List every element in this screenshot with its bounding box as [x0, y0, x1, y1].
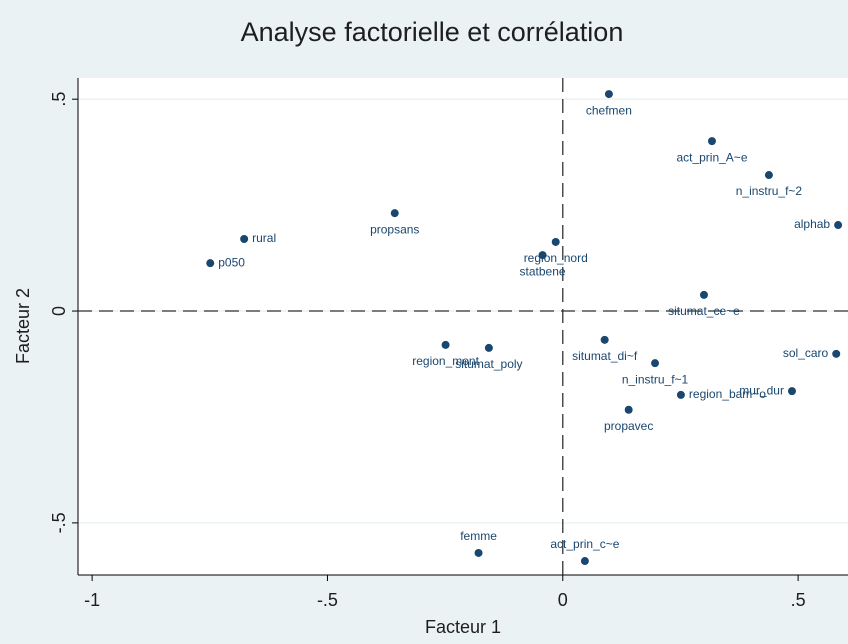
point-label: p050 [218, 255, 245, 269]
point-label: alphab [794, 217, 830, 231]
point [240, 235, 249, 244]
point-label: statbene [520, 264, 566, 278]
y-tick-label: .5 [49, 92, 69, 107]
point-label: propsans [370, 222, 419, 236]
point [764, 171, 773, 180]
point-label: rural [252, 231, 276, 245]
point-label: mur_dur [739, 383, 784, 397]
point [651, 359, 660, 368]
point [787, 387, 796, 396]
point-label: chefmen [586, 103, 632, 117]
point-label: situmat_poly [455, 357, 522, 371]
point [484, 343, 493, 352]
point [600, 335, 609, 344]
point [699, 290, 708, 299]
point-label: n_instru_f~2 [736, 184, 803, 198]
x-tick-label: -1 [84, 590, 100, 610]
point [474, 548, 483, 557]
point-label: n_instru_f~1 [622, 372, 689, 386]
point [206, 259, 215, 268]
point-label: situmat_di~f [572, 349, 638, 363]
point [676, 390, 685, 399]
y-tick-label: 0 [49, 306, 69, 316]
point-label: region_nord [524, 251, 588, 265]
x-axis-label: Facteur 1 [425, 617, 501, 637]
point [390, 209, 399, 218]
point [624, 405, 633, 414]
point [832, 349, 841, 358]
y-tick-label: -.5 [49, 512, 69, 533]
point-label: act_prin_c~e [550, 537, 619, 551]
point-label: act_prin_A~e [676, 150, 747, 164]
x-tick-label: 0 [558, 590, 568, 610]
point [834, 221, 843, 230]
point-label: region_mont [412, 354, 479, 368]
x-tick-label: -.5 [317, 590, 338, 610]
point [551, 237, 560, 246]
point-label: propavec [604, 419, 653, 433]
point [441, 340, 450, 349]
point-label: femme [460, 529, 497, 543]
point-label: situmat_ce~e [668, 304, 740, 318]
point [538, 251, 547, 260]
chart-title: Analyse factorielle et corrélation [241, 17, 624, 47]
point [707, 137, 716, 146]
point [580, 557, 589, 566]
point [604, 90, 613, 99]
y-axis-label: Facteur 2 [13, 288, 33, 364]
point-label: region_bam~o [689, 387, 766, 401]
point-label: sol_caro [783, 346, 829, 360]
plot-area [78, 78, 848, 575]
x-tick-label: .5 [791, 590, 806, 610]
